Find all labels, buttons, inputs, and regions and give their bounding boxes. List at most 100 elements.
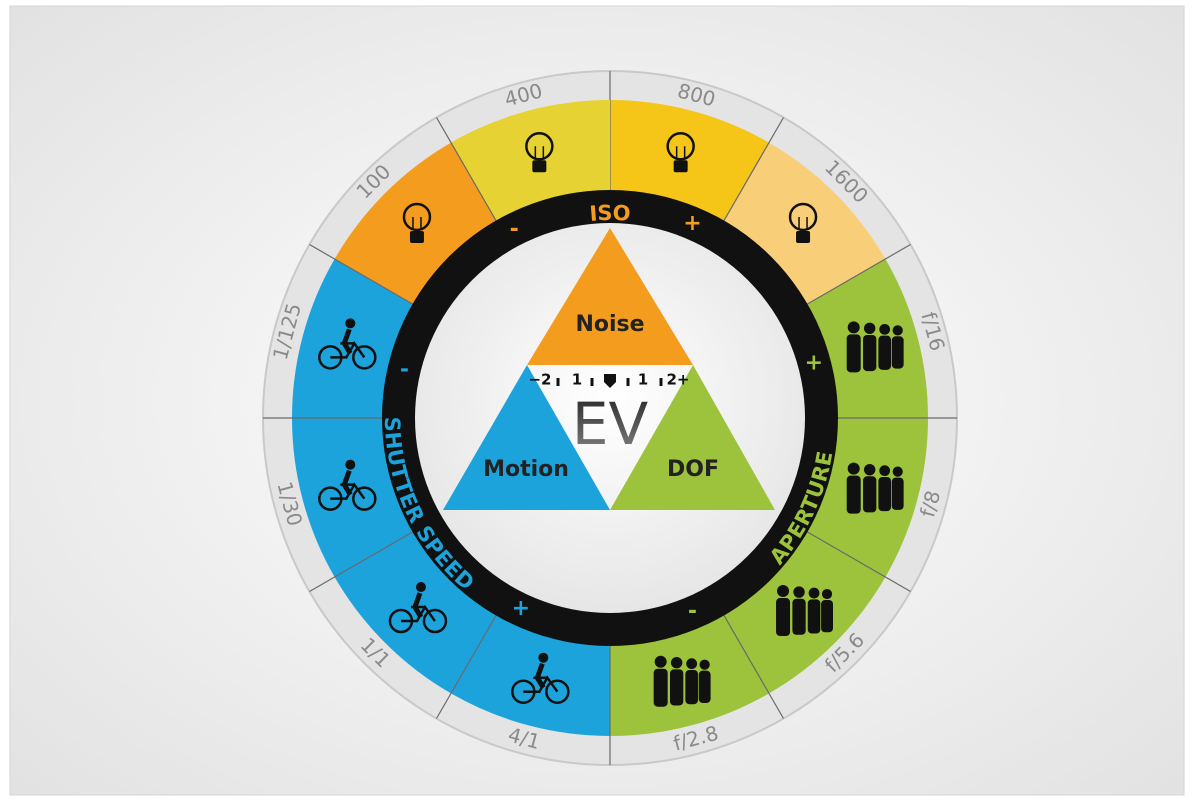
segment-icon — [846, 321, 904, 373]
person-head — [847, 321, 860, 334]
motion-triangle — [443, 365, 610, 510]
rider-head — [538, 652, 549, 663]
bulb-glass — [525, 132, 554, 161]
person-body — [891, 336, 904, 369]
person-head — [821, 588, 833, 600]
person-body — [807, 599, 821, 634]
rider-head — [345, 459, 356, 470]
person-body — [846, 475, 861, 514]
person-body — [863, 334, 877, 372]
segment — [451, 100, 610, 223]
segment-icon — [318, 318, 377, 370]
center-disc — [415, 223, 805, 613]
scale-label: 1 — [638, 371, 648, 389]
segment — [292, 259, 415, 418]
rider-head — [415, 582, 426, 593]
person-head — [654, 655, 667, 668]
divider — [435, 117, 498, 223]
noise-triangle — [527, 228, 693, 365]
bulb-filament — [534, 146, 545, 159]
person-body — [776, 598, 791, 637]
person-body — [846, 334, 861, 373]
scale-label: −2 — [528, 371, 551, 389]
segment-icon — [318, 459, 377, 511]
bike-wheel — [352, 486, 377, 511]
person-head — [892, 325, 903, 336]
rider-body — [341, 469, 353, 496]
bulb-glass — [402, 202, 432, 232]
person-body — [670, 669, 684, 706]
rider-body — [534, 662, 546, 689]
divider — [722, 117, 785, 223]
segment — [723, 142, 886, 305]
person-head — [879, 465, 891, 477]
dof-triangle — [610, 365, 775, 510]
person-head — [879, 323, 891, 335]
person-head — [847, 462, 860, 475]
ring-minus: - — [688, 599, 697, 624]
segment — [610, 100, 769, 223]
bulb-filament — [412, 216, 422, 229]
ring-plus: + — [683, 211, 701, 236]
divider — [309, 243, 415, 306]
rider-body — [341, 328, 353, 355]
divider — [722, 613, 785, 719]
person-body — [821, 599, 833, 633]
person-head — [793, 586, 805, 598]
bulb-glass — [666, 132, 695, 161]
bulb-base — [532, 160, 547, 173]
divider — [805, 243, 911, 306]
person-head — [808, 587, 820, 599]
person-head — [863, 463, 876, 476]
segment-icon — [653, 655, 711, 707]
noise-label: Noise — [575, 312, 644, 337]
dof-label: DOF — [667, 457, 719, 482]
person-body — [698, 670, 711, 703]
bike-wheel — [422, 608, 448, 634]
person-head — [670, 656, 683, 669]
bike-wheel — [545, 679, 570, 704]
scale-tick — [590, 378, 594, 386]
person-body — [878, 476, 891, 512]
person-head — [699, 659, 710, 670]
segment-icon — [388, 582, 448, 634]
person-head — [777, 585, 790, 598]
segment — [451, 613, 610, 736]
person-body — [792, 598, 806, 635]
ring-label-path: ISO — [589, 201, 632, 226]
person-head — [863, 322, 876, 335]
ring-label: ISO — [589, 201, 632, 226]
ev-label: EV — [572, 390, 649, 458]
segments: 8001600f/16f/8f/5.6f/2.84/11/11/301/1251… — [263, 71, 957, 765]
person-head — [892, 466, 903, 477]
person-head — [686, 658, 698, 670]
bulb-base — [673, 160, 688, 173]
divider — [309, 530, 415, 593]
divider — [435, 613, 498, 719]
segment-icon — [788, 202, 818, 243]
person-body — [653, 668, 668, 707]
segment-icon — [511, 652, 570, 704]
person-body — [863, 476, 877, 513]
scale-pointer — [604, 374, 616, 388]
segment-icon — [666, 132, 695, 173]
segment-icon — [846, 462, 904, 514]
ring-minus: - — [400, 358, 409, 383]
segment-icon — [525, 132, 554, 173]
ring-plus: + — [512, 596, 530, 621]
scale-tick — [659, 378, 663, 386]
segment-icon — [776, 585, 833, 637]
ring-minus: - — [510, 217, 519, 242]
scale-tick — [556, 378, 560, 386]
bulb-base — [796, 230, 811, 243]
scale-label: 2+ — [666, 371, 689, 389]
triangle: Noise Motion DOF EV −2 1 1 2+ — [443, 228, 775, 510]
person-body — [685, 669, 698, 705]
person-body — [891, 477, 904, 510]
bulb-glass — [788, 202, 818, 232]
segment-icon — [402, 202, 432, 243]
segment — [334, 142, 497, 305]
bike-wheel — [352, 345, 377, 370]
rider-body — [412, 592, 424, 619]
